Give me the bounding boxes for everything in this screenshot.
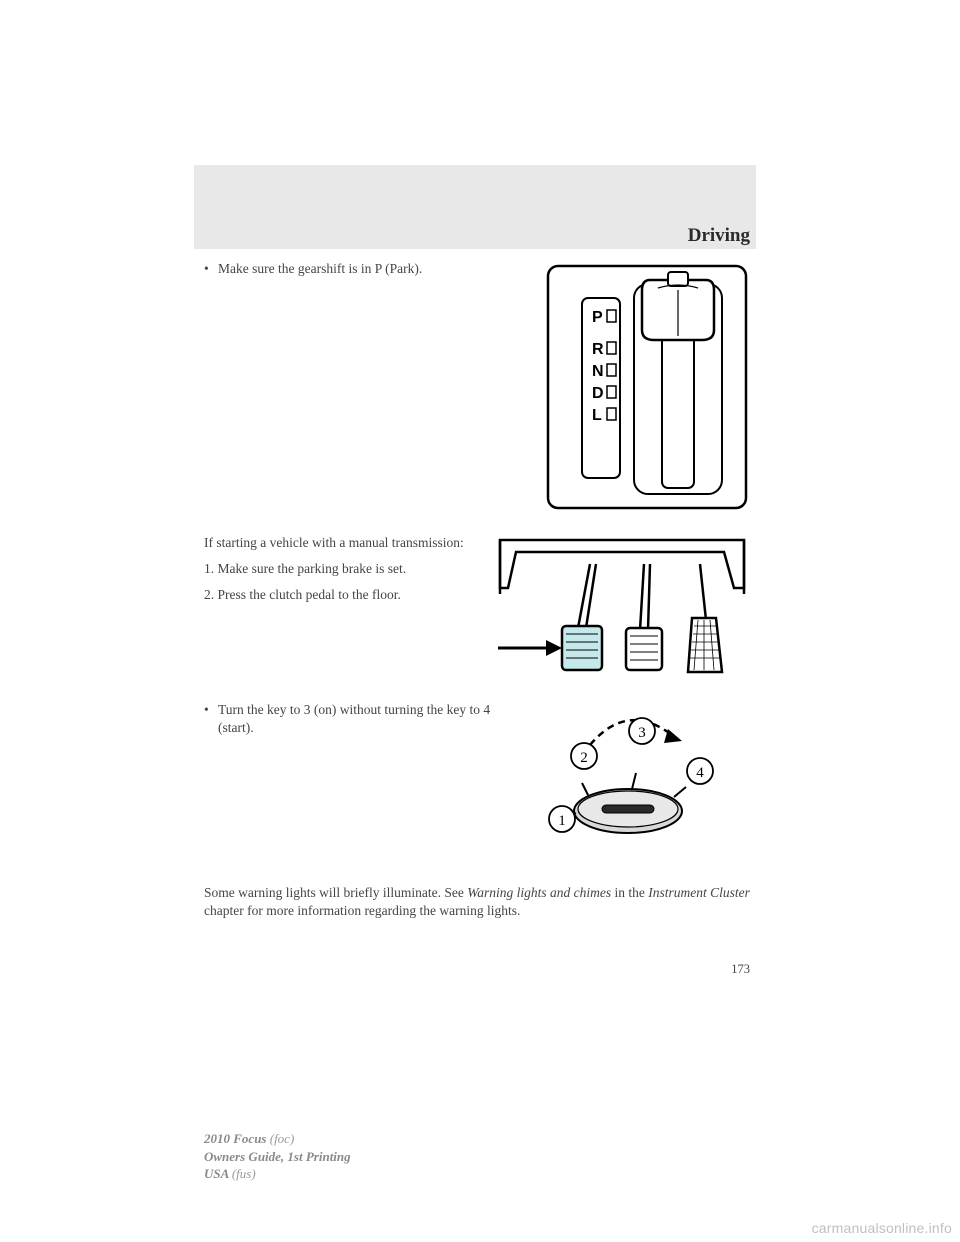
pos-2: 2: [580, 750, 588, 766]
footer-model: 2010 Focus: [204, 1131, 270, 1146]
block-pedals: If starting a vehicle with a manual tran…: [204, 534, 752, 687]
gear-n: N: [592, 363, 604, 380]
gearshift-illustration: P R N D L: [542, 260, 752, 520]
brake-pedal: [626, 628, 662, 670]
pos-4: 4: [696, 765, 704, 781]
closing-mid: in the: [611, 885, 648, 900]
closing-pre: Some warning lights will briefly illumin…: [204, 885, 467, 900]
block-ignition: • Turn the key to 3 (on) without turning…: [204, 701, 752, 856]
bullet-dot: •: [204, 260, 218, 278]
manual-intro: If starting a vehicle with a manual tran…: [204, 534, 472, 552]
footer-code2: (fus): [232, 1166, 256, 1181]
closing-i2: Instrument Cluster: [648, 885, 750, 900]
gearshift-bullet-text: Make sure the gearshift is in P (Park).: [218, 260, 422, 278]
footer: 2010 Focus (foc) Owners Guide, 1st Print…: [204, 1130, 351, 1183]
pos-3: 3: [638, 725, 646, 741]
manual-step2: 2. Press the clutch pedal to the floor.: [204, 586, 472, 604]
arrow-head: [546, 640, 562, 656]
ignition-bullet-text: Turn the key to 3 (on) without turning t…: [218, 701, 512, 737]
watermark: carmanualsonline.info: [812, 1220, 952, 1236]
gearshift-text: • Make sure the gearshift is in P (Park)…: [204, 260, 522, 520]
closing-post: chapter for more information regarding t…: [204, 903, 520, 918]
section-title: Driving: [688, 225, 750, 247]
ignition-illustration: 1 2 3 4: [532, 701, 752, 856]
page-content: • Make sure the gearshift is in P (Park)…: [204, 260, 752, 920]
footer-code1: (foc): [270, 1131, 295, 1146]
gear-l: L: [592, 407, 602, 424]
ignition-text: • Turn the key to 3 (on) without turning…: [204, 701, 512, 856]
block-gearshift: • Make sure the gearshift is in P (Park)…: [204, 260, 752, 520]
gear-r: R: [592, 341, 604, 358]
pedals-illustration: [492, 534, 752, 687]
footer-guide: Owners Guide, 1st Printing: [204, 1148, 351, 1166]
closing-paragraph: Some warning lights will briefly illumin…: [204, 884, 752, 920]
bullet-dot-2: •: [204, 701, 218, 737]
gear-d: D: [592, 385, 604, 402]
closing-i1: Warning lights and chimes: [467, 885, 611, 900]
pos-1: 1: [558, 813, 566, 829]
manual-step1: 1. Make sure the parking brake is set.: [204, 560, 472, 578]
gear-p: P: [592, 309, 603, 326]
page-number: 173: [731, 962, 750, 977]
footer-region: USA: [204, 1166, 232, 1181]
clutch-pedal: [562, 626, 602, 670]
pedals-text: If starting a vehicle with a manual tran…: [204, 534, 472, 687]
header-strip: [194, 165, 756, 249]
